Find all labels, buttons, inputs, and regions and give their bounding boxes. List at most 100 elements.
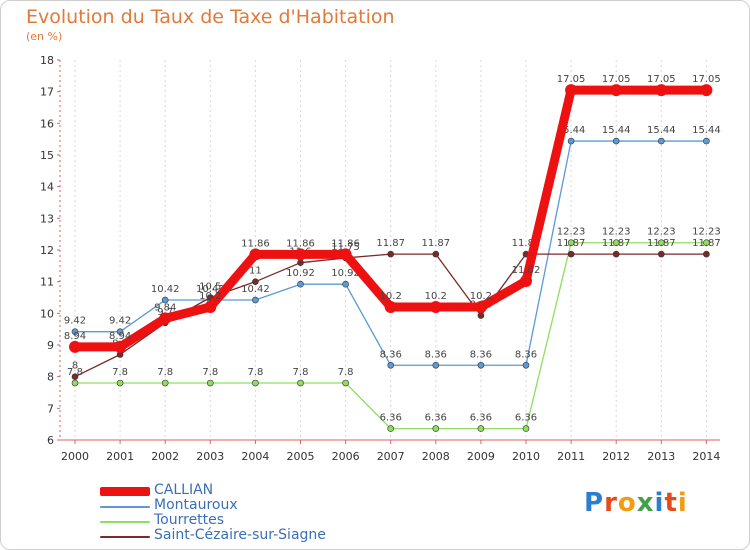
data-point [612,239,620,247]
x-tick-label: 2003 [196,450,224,463]
y-tick-label: 6 [47,434,54,447]
data-label: 6.36 [425,413,447,424]
logo-letter: o [617,488,637,518]
data-point [161,296,169,304]
data-point [477,361,485,369]
data-label: 6.36 [380,413,402,424]
data-point [429,301,442,313]
x-tick-label: 2010 [512,450,540,463]
data-label: 7.8 [112,367,128,378]
data-point [657,250,665,258]
data-label: 10.2 [380,291,402,302]
series-montauroux: 9.42 9.42 10.42 10.42 10.42 10.92 10.92 8.36 8.3… [64,125,721,369]
data-label: 7.8 [202,367,218,378]
chart-subtitle: (en %) [26,30,63,43]
data-label: 10.2 [425,291,447,302]
y-tick-label: 10 [40,307,54,320]
legend-label: Tourrettes [154,512,225,528]
data-label: 7.8 [67,367,83,378]
legend-label: CALLIAN [154,482,214,498]
y-tick-label: 11 [40,276,54,289]
data-point [567,239,575,247]
data-point [342,280,349,288]
data-point [207,379,214,387]
data-label: 11.02 [512,265,541,276]
data-point [612,137,620,145]
data-point [161,379,169,387]
data-label: 11.75 [331,242,360,253]
data-label: 10.5 [199,282,221,293]
data-label: 12.23 [692,227,721,238]
data-point [252,296,259,304]
data-point [522,361,530,369]
data-label: 8.36 [425,349,447,360]
legend-swatch [100,487,150,496]
data-point [159,312,172,325]
data-point [116,328,124,336]
data-label: 8.94 [64,331,86,342]
data-label: 7.8 [157,367,173,378]
legend-label: Saint-Cézaire-sur-Siagne [154,527,326,543]
data-label: 8.94 [109,331,131,342]
data-point [700,84,713,97]
data-point [432,425,440,432]
data-label: 11.87 [602,238,631,249]
data-point [204,301,217,313]
data-label: 9.42 [64,316,86,327]
data-label: 6.36 [515,413,537,424]
data-point [610,84,623,97]
data-point [432,361,440,369]
data-point [477,425,485,432]
logo-letter: i [677,488,688,518]
logo-letter: t [664,488,678,518]
data-point [297,280,304,288]
legend-swatch [100,521,150,523]
data-label: 10.42 [151,284,180,295]
x-tick-label: 2009 [467,450,495,463]
x-tick-label: 2000 [61,450,89,463]
data-label: 11.87 [557,238,586,249]
data-point [432,250,440,258]
data-label: 8.36 [515,349,537,360]
data-label: 7.8 [338,367,354,378]
data-label: 11 [249,266,262,277]
x-tick-label: 2002 [151,450,179,463]
x-tick-label: 2008 [422,450,450,463]
legend-swatch [100,506,150,508]
data-point [297,379,304,387]
y-tick-label: 7 [47,402,54,415]
x-tick-label: 2005 [287,450,315,463]
data-label: 11.87 [692,238,721,249]
data-label: 7.8 [293,367,309,378]
data-point [474,301,487,313]
data-point [387,250,395,258]
data-label: 15.44 [692,125,721,136]
data-label: 17.05 [557,74,586,85]
data-point [565,84,578,97]
data-label: 11.87 [647,238,676,249]
data-point [387,425,395,432]
data-point [294,248,307,261]
data-label: 10.42 [196,284,225,295]
logo-letter: x [636,488,655,518]
y-tick-label: 18 [40,54,54,67]
data-label: 8 [72,361,78,372]
data-label: 15.44 [557,125,586,136]
data-label: 17.05 [647,74,676,85]
data-label: 8.36 [470,349,492,360]
x-tick-label: 2014 [692,450,720,463]
y-tick-label: 14 [40,181,54,194]
data-label: 15.44 [602,125,631,136]
data-point [703,250,710,258]
data-label: 15.44 [647,125,676,136]
data-point [116,379,124,387]
data-point [342,379,349,387]
data-label: 17.05 [602,74,631,85]
data-label: 12.23 [647,227,676,238]
data-label: 12.23 [557,227,586,238]
data-point [252,379,259,387]
data-label: 11.87 [376,238,405,249]
x-tick-label: 2004 [241,450,269,463]
x-tick-label: 2012 [602,450,630,463]
